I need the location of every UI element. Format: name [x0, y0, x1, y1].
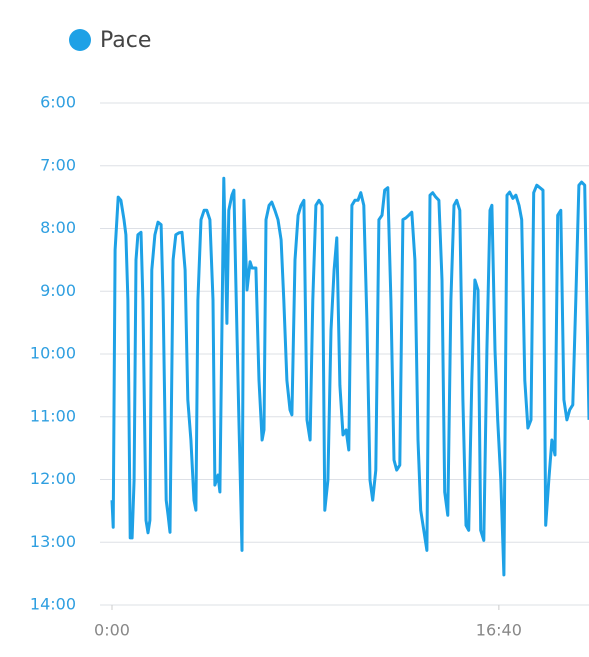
pace-line [110, 176, 589, 577]
y-tick-label: 9:00 [40, 281, 76, 300]
y-tick-label: 11:00 [30, 406, 76, 425]
y-tick-label: 14:00 [30, 595, 76, 614]
y-tick-label: 10:00 [30, 344, 76, 363]
x-tick-label: 0:00 [94, 621, 130, 640]
y-tick-label: 8:00 [40, 218, 76, 237]
y-tick-label: 6:00 [40, 93, 76, 112]
y-tick-label: 13:00 [30, 532, 76, 551]
y-tick-label: 7:00 [40, 155, 76, 174]
legend-label: Pace [100, 28, 151, 53]
x-tick-label: 16:40 [476, 621, 522, 640]
y-tick-label: 12:00 [30, 469, 76, 488]
legend-marker [69, 29, 91, 51]
